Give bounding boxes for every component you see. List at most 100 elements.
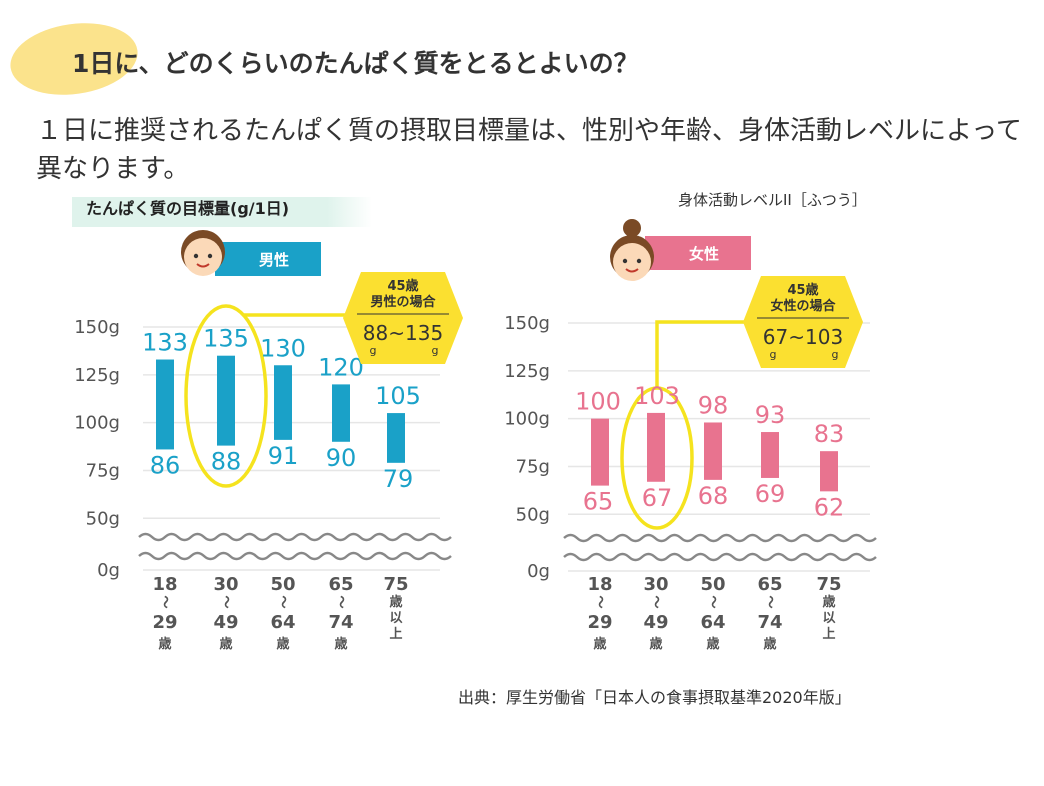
range-low-label: 79	[383, 465, 414, 493]
category-text: 65	[757, 574, 782, 595]
range-low-label: 88	[211, 448, 242, 476]
range-low-label: 65	[583, 488, 614, 516]
category-label: 65〜 74 歳	[757, 574, 782, 652]
y-tick-label: 150g	[504, 313, 550, 334]
range-bar	[274, 365, 292, 440]
activity-level-label: 身体活動レベルII［ふつう］	[678, 191, 867, 209]
range-low-label: 69	[755, 480, 786, 508]
category-tilde: 〜	[592, 595, 607, 608]
face	[184, 238, 222, 276]
range-bar	[217, 355, 235, 446]
female-label: 女性	[645, 236, 751, 270]
category-text: 49	[643, 612, 668, 633]
category-label: 50〜 64 歳	[270, 574, 295, 652]
break-wave-line	[138, 532, 452, 542]
category-tilde: 〜	[333, 595, 348, 608]
category-text: 以	[389, 611, 402, 626]
y-tick-label: 125g	[74, 365, 120, 386]
eye-left	[622, 258, 628, 264]
male-label: 男性	[215, 242, 321, 276]
range-low-label: 67	[642, 484, 673, 512]
category-text: 75	[816, 574, 841, 595]
callout-unit-high: g	[832, 348, 839, 361]
break-wave-line	[138, 551, 452, 561]
y-axis-ticks: 150g 125g 100g 75g 50g 0g	[74, 317, 120, 581]
category-text: 49	[213, 612, 238, 633]
category-text: 30	[213, 574, 238, 595]
category-text: 歳	[763, 636, 776, 652]
category-tilde: 〜	[762, 595, 777, 608]
category-tilde: 〜	[157, 595, 172, 608]
callout-label: 女性の場合	[770, 298, 836, 314]
y-tick-label: 100g	[74, 413, 120, 434]
mouth	[625, 268, 639, 273]
range-bar	[591, 418, 609, 486]
category-text: 50	[700, 574, 725, 595]
female-avatar-icon	[610, 219, 654, 281]
category-text: 歳	[822, 594, 835, 610]
callout-range: 88~135	[363, 321, 443, 345]
range-bar	[704, 422, 722, 480]
eye-right	[636, 258, 642, 264]
callout-range-low: 67	[763, 325, 788, 349]
range-low-label: 62	[814, 493, 845, 521]
chart-subtitle: たんぱく質の目標量(g/1日)	[72, 197, 372, 227]
range-high-label: 93	[755, 401, 786, 429]
y-tick-label: 125g	[504, 361, 550, 382]
category-label: 50〜 64 歳	[700, 574, 725, 652]
y-axis-ticks: 150g 125g 100g 75g 50g 0g	[504, 313, 550, 582]
category-label: 30〜 49 歳	[213, 574, 238, 652]
callout-range-sep: ~	[388, 321, 405, 345]
y-tick-label: 75g	[86, 460, 120, 481]
y-tick-label: 0g	[97, 560, 120, 581]
range-high-label: 133	[142, 329, 188, 357]
category-text: 64	[700, 612, 725, 633]
range-high-label: 120	[318, 353, 364, 381]
callout-badge-shape	[343, 272, 463, 364]
category-text: 74	[757, 612, 782, 633]
gender-pill	[645, 236, 751, 270]
range-high-label: 98	[698, 391, 729, 419]
highlight-connector	[655, 320, 753, 388]
category-text: 歳	[706, 636, 719, 652]
y-tick-label: 75g	[516, 456, 550, 477]
category-tilde: 〜	[648, 595, 663, 608]
range-high-label: 135	[203, 325, 249, 353]
category-text: 歳	[158, 636, 171, 652]
category-text: 29	[587, 612, 612, 633]
callout-range-low: 88	[363, 321, 388, 345]
highlight	[620, 320, 753, 530]
break-wave-line	[563, 552, 877, 562]
callout-label: 男性の場合	[370, 294, 436, 310]
range-high-label: 130	[260, 334, 306, 362]
category-tilde: 〜	[275, 595, 290, 608]
category-text: 歳	[276, 636, 289, 652]
category-text: 29	[152, 612, 177, 633]
range-low-label: 91	[268, 442, 299, 470]
category-text: 30	[643, 574, 668, 595]
highlight	[184, 304, 353, 488]
gender-text: 女性	[689, 245, 719, 263]
category-text: 上	[389, 627, 402, 642]
category-text: 上	[822, 627, 835, 642]
category-text: 18	[152, 574, 177, 595]
callout-age: 45歳	[787, 282, 818, 298]
category-text: 歳	[389, 594, 402, 610]
category-text: 50	[270, 574, 295, 595]
source-note: 出典：厚生労働省「日本人の食事摂取基準2020年版」	[458, 688, 851, 707]
callout-badge-shape	[743, 276, 863, 368]
category-label: 65〜 74 歳	[328, 574, 353, 652]
range-bar	[647, 412, 665, 482]
category-text: 64	[270, 612, 295, 633]
range-high-label: 103	[634, 382, 680, 410]
category-tilde: 〜	[705, 595, 720, 608]
range-bars: 133 86 135 88 130 91 120 90 105 79	[142, 325, 421, 493]
callout-range-high: 135	[405, 321, 443, 345]
hair-bun	[623, 219, 641, 237]
category-tilde: 〜	[218, 595, 233, 608]
category-label: 18〜 29 歳	[587, 574, 612, 652]
